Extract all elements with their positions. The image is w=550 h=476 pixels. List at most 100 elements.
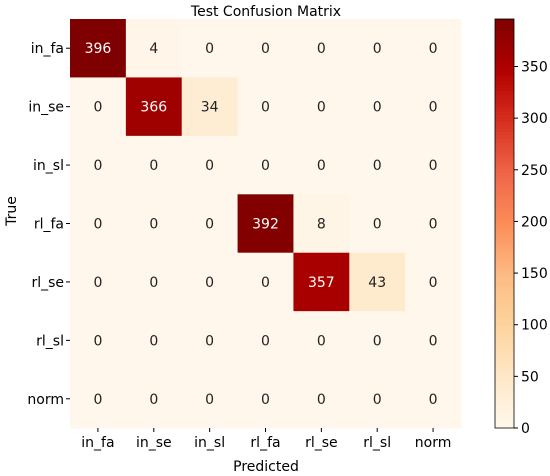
x-axis-label: Predicted — [233, 459, 299, 475]
heatmap-cell — [181, 135, 239, 195]
cell-value-label: 0 — [149, 158, 158, 174]
colorbar-gradient-segment — [495, 100, 514, 105]
colorbar-gradient-segment — [495, 36, 514, 41]
y-tick-label: norm — [27, 392, 64, 408]
colorbar-gradient-segment — [495, 264, 514, 269]
cell-value-label: 0 — [317, 41, 326, 57]
heatmap-cell — [70, 311, 127, 371]
colorbar-gradient-segment — [495, 308, 514, 313]
heatmap-cell — [181, 19, 239, 79]
colorbar-gradient-segment — [495, 29, 514, 34]
chart-title: Test Confusion Matrix — [190, 4, 341, 20]
colorbar-gradient-segment — [495, 359, 514, 364]
colorbar-gradient-segment — [495, 138, 514, 143]
colorbar-gradient-segment — [495, 162, 514, 167]
colorbar-gradient-segment — [495, 93, 514, 98]
colorbar-gradient-segment — [495, 63, 514, 68]
x-tick-label: rl_se — [305, 435, 338, 451]
cell-value-label: 0 — [93, 275, 102, 291]
cell-value-label: 0 — [429, 275, 438, 291]
heatmap-cell — [181, 194, 239, 254]
cell-value-label: 0 — [373, 333, 382, 349]
cell-value-label: 8 — [317, 217, 326, 233]
heatmap-cell — [70, 77, 127, 137]
colorbar-gradient-segment — [495, 134, 514, 139]
heatmap-cell — [181, 311, 239, 371]
colorbar-gradient-segment — [495, 301, 514, 306]
colorbar-gradient-segment — [495, 305, 514, 310]
colorbar-gradient-segment — [495, 233, 514, 238]
heatmap-cell — [405, 252, 462, 312]
cell-value-label: 0 — [429, 158, 438, 174]
x-tick-label: norm — [415, 435, 452, 451]
cell-value-label: 0 — [205, 41, 214, 57]
colorbar-gradient-segment — [495, 179, 514, 184]
colorbar-gradient-segment — [495, 366, 514, 371]
heatmap-cell — [125, 194, 183, 254]
heatmap-cell — [349, 194, 406, 254]
cell-value-label: 0 — [149, 392, 158, 408]
x-tick-label: in_se — [136, 435, 172, 451]
y-axis-label: True — [4, 196, 20, 227]
cell-value-label: 0 — [93, 158, 102, 174]
colorbar-gradient-segment — [495, 209, 514, 214]
heatmap-cell — [349, 135, 406, 195]
colorbar-gradient-segment — [495, 165, 514, 170]
colorbar-gradient-segment — [495, 32, 514, 37]
colorbar-gradient-segment — [495, 346, 514, 351]
colorbar-gradient-segment — [495, 151, 514, 156]
cell-value-label: 0 — [317, 333, 326, 349]
heatmap-cell — [125, 311, 183, 371]
colorbar-gradient-segment — [495, 220, 514, 225]
colorbar-gradient-segment — [495, 288, 514, 293]
cell-value-label: 0 — [261, 333, 270, 349]
colorbar-gradient-segment — [495, 49, 514, 54]
heatmap-cell — [237, 19, 295, 79]
cell-value-label: 0 — [429, 100, 438, 116]
heatmap-cell — [293, 135, 350, 195]
cell-value-label: 396 — [85, 41, 112, 57]
colorbar-gradient-segment — [495, 380, 514, 385]
heatmap-cell — [349, 77, 406, 137]
colorbar-gradient-segment — [495, 295, 514, 300]
colorbar-gradient-segment — [495, 83, 514, 88]
cell-value-label: 366 — [140, 100, 167, 116]
heatmap-cell — [405, 135, 462, 195]
colorbar-gradient-segment — [495, 128, 514, 133]
x-tick-label: in_sl — [194, 435, 225, 451]
colorbar-gradient-segment — [495, 339, 514, 344]
x-tick-label: rl_fa — [250, 435, 280, 451]
colorbar-gradient-segment — [495, 73, 514, 78]
colorbar-gradient-segment — [495, 39, 514, 44]
heatmap-cell — [405, 369, 462, 429]
cell-value-label: 0 — [261, 275, 270, 291]
heatmap-cell — [293, 369, 350, 429]
cell-value-label: 0 — [261, 41, 270, 57]
colorbar-gradient-segment — [495, 199, 514, 204]
y-tick-label: in_sl — [33, 158, 64, 174]
cell-value-label: 0 — [205, 392, 214, 408]
colorbar-gradient-segment — [495, 254, 514, 259]
cell-value-label: 0 — [93, 100, 102, 116]
colorbar-gradient-segment — [495, 257, 514, 262]
colorbar-gradient-segment — [495, 349, 514, 354]
colorbar-gradient-segment — [495, 148, 514, 153]
colorbar-gradient-segment — [495, 274, 514, 279]
heatmap-cell — [349, 311, 406, 371]
colorbar-gradient-segment — [495, 19, 514, 24]
colorbar-tick-label: 200 — [521, 214, 548, 230]
heatmap-cell — [405, 194, 462, 254]
colorbar-gradient-segment — [495, 312, 514, 317]
colorbar-gradient-segment — [495, 42, 514, 47]
cell-value-label: 0 — [261, 392, 270, 408]
y-tick-label: rl_se — [31, 275, 64, 291]
colorbar-gradient-segment — [495, 390, 514, 395]
colorbar-gradient-segment — [495, 356, 514, 361]
cell-value-label: 0 — [93, 333, 102, 349]
colorbar-gradient-segment — [495, 271, 514, 276]
colorbar-tick-label: 50 — [521, 369, 539, 385]
heatmap-cell — [237, 77, 295, 137]
colorbar-gradient-segment — [495, 158, 514, 163]
heatmap-cell — [293, 252, 350, 312]
heatmap-cell — [70, 369, 127, 429]
